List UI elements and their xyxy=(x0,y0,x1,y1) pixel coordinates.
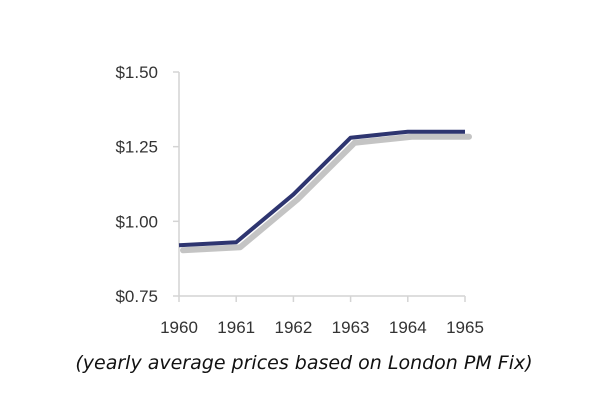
y-tick-label: $1.25 xyxy=(115,138,158,157)
x-tick-label: 1961 xyxy=(217,318,255,337)
x-tick-label: 1963 xyxy=(332,318,370,337)
y-tick-label: $1.50 xyxy=(115,63,158,82)
series-line-shadow xyxy=(180,133,472,254)
x-tick-label: 1962 xyxy=(274,318,312,337)
axes xyxy=(178,72,465,297)
y-tick-labels: $0.75 $1.00 $1.25 $1.50 xyxy=(115,63,179,306)
series-line xyxy=(178,129,465,248)
chart-caption: (yearly average prices based on London P… xyxy=(75,352,533,374)
y-tick-label: $0.75 xyxy=(115,287,158,306)
series-layer xyxy=(178,129,472,254)
x-tick-label: 1960 xyxy=(160,318,198,337)
x-tick-label: 1965 xyxy=(446,318,484,337)
x-tick-labels: 1960 1961 1962 1963 1964 1965 xyxy=(160,296,484,337)
x-tick-label: 1964 xyxy=(389,318,427,337)
y-tick-label: $1.00 xyxy=(115,212,158,231)
